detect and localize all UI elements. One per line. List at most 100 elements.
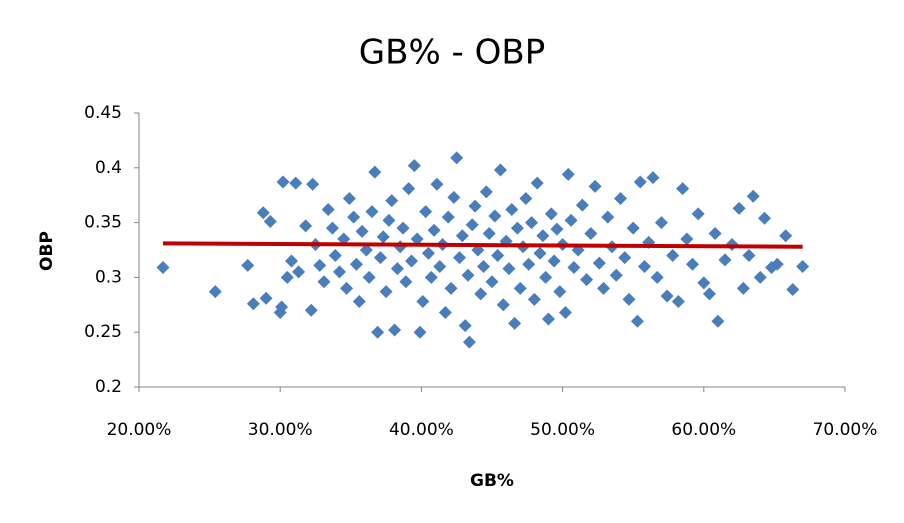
scatter-point [525, 216, 539, 230]
scatter-point [646, 171, 660, 185]
scatter-point [650, 270, 664, 284]
scatter-point [474, 287, 488, 301]
scatter-point [393, 240, 407, 254]
scatter-point [732, 201, 746, 215]
scatter-point [522, 257, 536, 271]
scatter-point [292, 265, 306, 279]
scatter-point [347, 210, 361, 224]
y-tick-label: 0.4 [95, 158, 122, 178]
scatter-point [718, 253, 732, 267]
scatter-point [388, 323, 402, 337]
scatter-point [325, 221, 339, 235]
scatter-point [539, 270, 553, 284]
y-tick-label: 0.45 [84, 103, 122, 123]
scatter-point [680, 232, 694, 246]
scatter-point [479, 185, 493, 199]
scatter-point [796, 259, 810, 273]
y-tick-label: 0.35 [84, 213, 122, 233]
y-tick-label: 0.25 [84, 322, 122, 342]
scatter-point [510, 221, 524, 235]
scatter-point [427, 223, 441, 237]
scatter-point [333, 265, 347, 279]
scatter-point [410, 232, 424, 246]
scatter-point [382, 213, 396, 227]
scatter-point [413, 325, 427, 339]
scatter-point [246, 297, 260, 311]
scatter-point [666, 248, 680, 262]
scatter-point [280, 270, 294, 284]
scatter-point [544, 207, 558, 221]
scatter-point [376, 230, 390, 244]
scatter-point [275, 300, 289, 314]
scatter-point [441, 210, 455, 224]
scatter-point [626, 221, 640, 235]
scatter-point [430, 177, 444, 191]
scatter-point [633, 175, 647, 189]
scatter-point [368, 165, 382, 179]
scatter-point [444, 281, 458, 295]
scatter-point [328, 248, 342, 262]
x-tick-label: 70.00% [813, 420, 878, 440]
x-axis-label: GB% [470, 471, 514, 491]
scatter-point [630, 314, 644, 328]
scatter-point [519, 191, 533, 205]
scatter-point [746, 189, 760, 203]
scatter-point [575, 198, 589, 212]
scatter-point [601, 210, 615, 224]
scatter-point [588, 179, 602, 193]
scatter-point [530, 176, 544, 190]
scatter-point [592, 256, 606, 270]
scatter-point [676, 182, 690, 196]
scatter-point [477, 259, 491, 273]
trendline [162, 241, 803, 249]
scatter-point [536, 229, 550, 243]
scatter-point [365, 205, 379, 219]
scatter-point [447, 190, 461, 204]
scatter-point [421, 246, 435, 260]
scatter-point [493, 163, 507, 177]
scatter-point [465, 218, 479, 232]
scatter-point [450, 151, 464, 165]
scatter-point [547, 254, 561, 268]
scatter-point [284, 254, 298, 268]
scatter-point [289, 176, 303, 190]
scatter-point [208, 285, 222, 299]
scatter-point [786, 282, 800, 296]
scatter-point [462, 335, 476, 349]
scatter-point [485, 275, 499, 289]
scatter-point [352, 295, 366, 309]
scatter-point [373, 251, 387, 265]
scatter-point [416, 295, 430, 309]
scatter-point [508, 316, 522, 330]
scatter-point [321, 202, 335, 216]
scatter-point [550, 222, 564, 236]
scatter-point [553, 285, 567, 299]
scatter-point [371, 325, 385, 339]
scatter-point [402, 182, 416, 196]
y-axis-label: OBP [37, 231, 57, 271]
scatter-point [276, 175, 290, 189]
scatter-point [407, 159, 421, 173]
scatter-point [461, 268, 475, 282]
scatter-point [491, 248, 505, 262]
scatter-point [711, 314, 725, 328]
scatter-point [736, 281, 750, 295]
scatter-point [708, 227, 722, 241]
scatter-point [468, 199, 482, 213]
scatter-point [304, 303, 318, 317]
scatter-point [561, 167, 575, 181]
scatter-point [317, 275, 331, 289]
x-tick-label: 50.00% [530, 420, 595, 440]
scatter-point [742, 248, 756, 262]
scatter-point [770, 257, 784, 271]
scatter-point [259, 291, 273, 305]
scatter-point [618, 251, 632, 265]
scatter-point [342, 191, 356, 205]
scatter-point [697, 276, 711, 290]
scatter-point [241, 258, 255, 272]
scatter-point [455, 229, 469, 243]
scatter-point [379, 285, 393, 299]
scatter-point [702, 287, 716, 301]
scatter-point [306, 177, 320, 191]
